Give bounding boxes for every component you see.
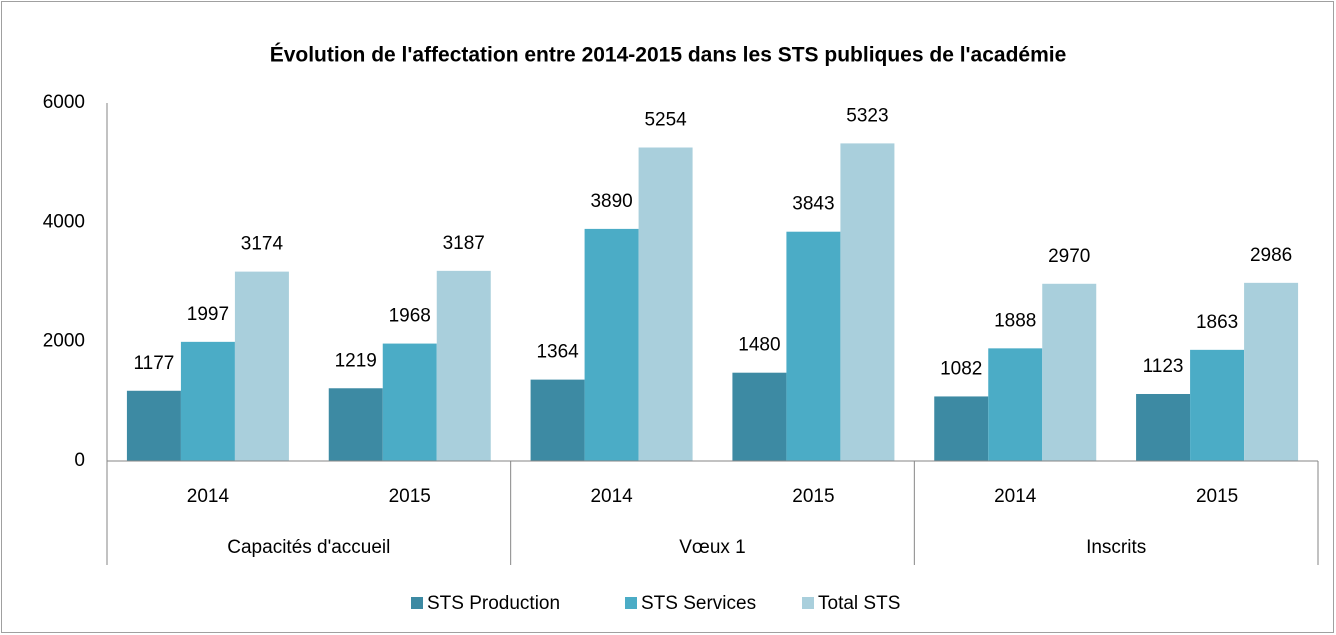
value-label: 5254 <box>644 110 687 131</box>
x-tick-label: 2015 <box>389 486 431 507</box>
bar <box>638 147 693 461</box>
bar <box>1244 282 1299 461</box>
bar <box>840 143 895 461</box>
group-label: Vœux 1 <box>679 537 746 558</box>
value-label: 1364 <box>536 342 579 363</box>
value-label: 1219 <box>335 350 377 371</box>
bar <box>732 372 787 461</box>
bar <box>126 390 181 461</box>
value-label: 1997 <box>187 304 229 325</box>
value-label: 1968 <box>389 306 431 327</box>
bar <box>328 388 383 461</box>
x-tick-label: 2015 <box>1196 486 1238 507</box>
x-tick-label: 2014 <box>590 486 633 507</box>
bar <box>530 379 585 461</box>
legend-swatch <box>411 597 423 609</box>
group-label: Inscrits <box>1086 537 1146 558</box>
bar <box>988 348 1043 461</box>
value-label: 3187 <box>443 233 485 254</box>
bar <box>1190 349 1245 461</box>
value-label: 1123 <box>1143 356 1184 377</box>
chart-title: Évolution de l'affectation entre 2014-20… <box>270 44 1067 67</box>
legend-label: Total STS <box>818 593 900 614</box>
bar <box>584 228 639 461</box>
bar <box>1042 283 1097 461</box>
y-tick-label: 4000 <box>43 211 85 232</box>
y-tick-label: 2000 <box>43 331 85 352</box>
value-label: 1177 <box>133 353 174 374</box>
bar <box>180 341 235 461</box>
bar <box>934 396 989 461</box>
value-label: 2986 <box>1250 245 1292 266</box>
bar <box>1136 393 1191 461</box>
legend-swatch <box>802 597 814 609</box>
value-label: 5323 <box>846 105 888 126</box>
bar <box>382 343 437 461</box>
bar <box>436 270 491 461</box>
legend-label: STS Production <box>427 593 560 614</box>
bar <box>786 231 841 461</box>
value-label: 3890 <box>590 191 632 212</box>
x-tick-label: 2015 <box>792 486 834 507</box>
y-tick-label: 0 <box>74 450 85 471</box>
value-label: 3174 <box>241 234 284 255</box>
value-label: 1888 <box>994 310 1036 331</box>
x-tick-label: 2014 <box>994 486 1037 507</box>
y-tick-label: 6000 <box>43 92 85 113</box>
x-tick-label: 2014 <box>187 486 230 507</box>
group-label: Capacités d'accueil <box>227 537 390 558</box>
value-label: 2970 <box>1048 246 1090 267</box>
legend-label: STS Services <box>641 593 756 614</box>
value-label: 3843 <box>792 194 834 215</box>
value-label: 1480 <box>738 335 780 356</box>
value-label: 1863 <box>1196 312 1238 333</box>
value-label: 1082 <box>940 358 982 379</box>
bar <box>234 271 289 461</box>
legend-swatch <box>625 597 637 609</box>
